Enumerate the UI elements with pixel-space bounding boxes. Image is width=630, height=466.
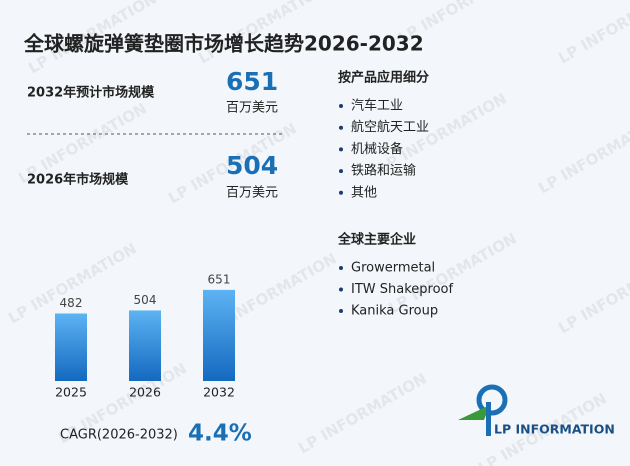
logo-icon bbox=[458, 384, 508, 436]
value-label: 504 bbox=[134, 293, 157, 307]
company-item: ITW Shakeproof bbox=[351, 282, 454, 297]
bullet bbox=[339, 266, 343, 270]
title: 全球螺旋弹簧垫圈市场增长趋势2026-2032 bbox=[23, 32, 424, 56]
bullet bbox=[339, 104, 343, 108]
bullet bbox=[339, 190, 343, 195]
bar bbox=[55, 313, 87, 381]
cagr-value: 4.4% bbox=[188, 421, 252, 447]
stat-unit: 百万美元 bbox=[226, 186, 278, 201]
bullet bbox=[339, 287, 343, 292]
stat-label: 2032年预计市场规模 bbox=[27, 85, 155, 101]
bullet bbox=[339, 169, 343, 174]
bullet bbox=[339, 309, 343, 313]
bar bbox=[129, 310, 161, 381]
segment-item: 汽车工业 bbox=[351, 98, 403, 114]
segment-item: 其他 bbox=[351, 185, 377, 200]
bar bbox=[203, 289, 235, 381]
company-item: Growermetal bbox=[351, 261, 435, 276]
cagr-label: CAGR(2026-2032) bbox=[60, 428, 178, 443]
stat-label: 2026年市场规模 bbox=[27, 172, 129, 188]
bullet bbox=[339, 147, 343, 152]
bullet bbox=[339, 125, 343, 130]
x-tick-label: 2026 bbox=[129, 385, 161, 400]
stat-value: 651 bbox=[226, 67, 278, 96]
segments-heading: 按产品应用细分 bbox=[338, 70, 429, 86]
x-tick-label: 2025 bbox=[55, 385, 87, 400]
x-tick-label: 2032 bbox=[203, 385, 235, 400]
stat-unit: 百万美元 bbox=[226, 101, 278, 116]
segment-item: 航空航天工业 bbox=[351, 119, 429, 135]
company-item: Kanika Group bbox=[351, 304, 438, 319]
segment-item: 铁路和运输 bbox=[351, 163, 416, 179]
segment-item: 机械设备 bbox=[351, 141, 403, 157]
value-label: 651 bbox=[208, 272, 231, 286]
logo-text: LP INFORMATION bbox=[494, 422, 615, 437]
companies-heading: 全球主要企业 bbox=[337, 232, 416, 248]
stat-value: 504 bbox=[226, 151, 278, 180]
value-label: 482 bbox=[60, 296, 83, 310]
